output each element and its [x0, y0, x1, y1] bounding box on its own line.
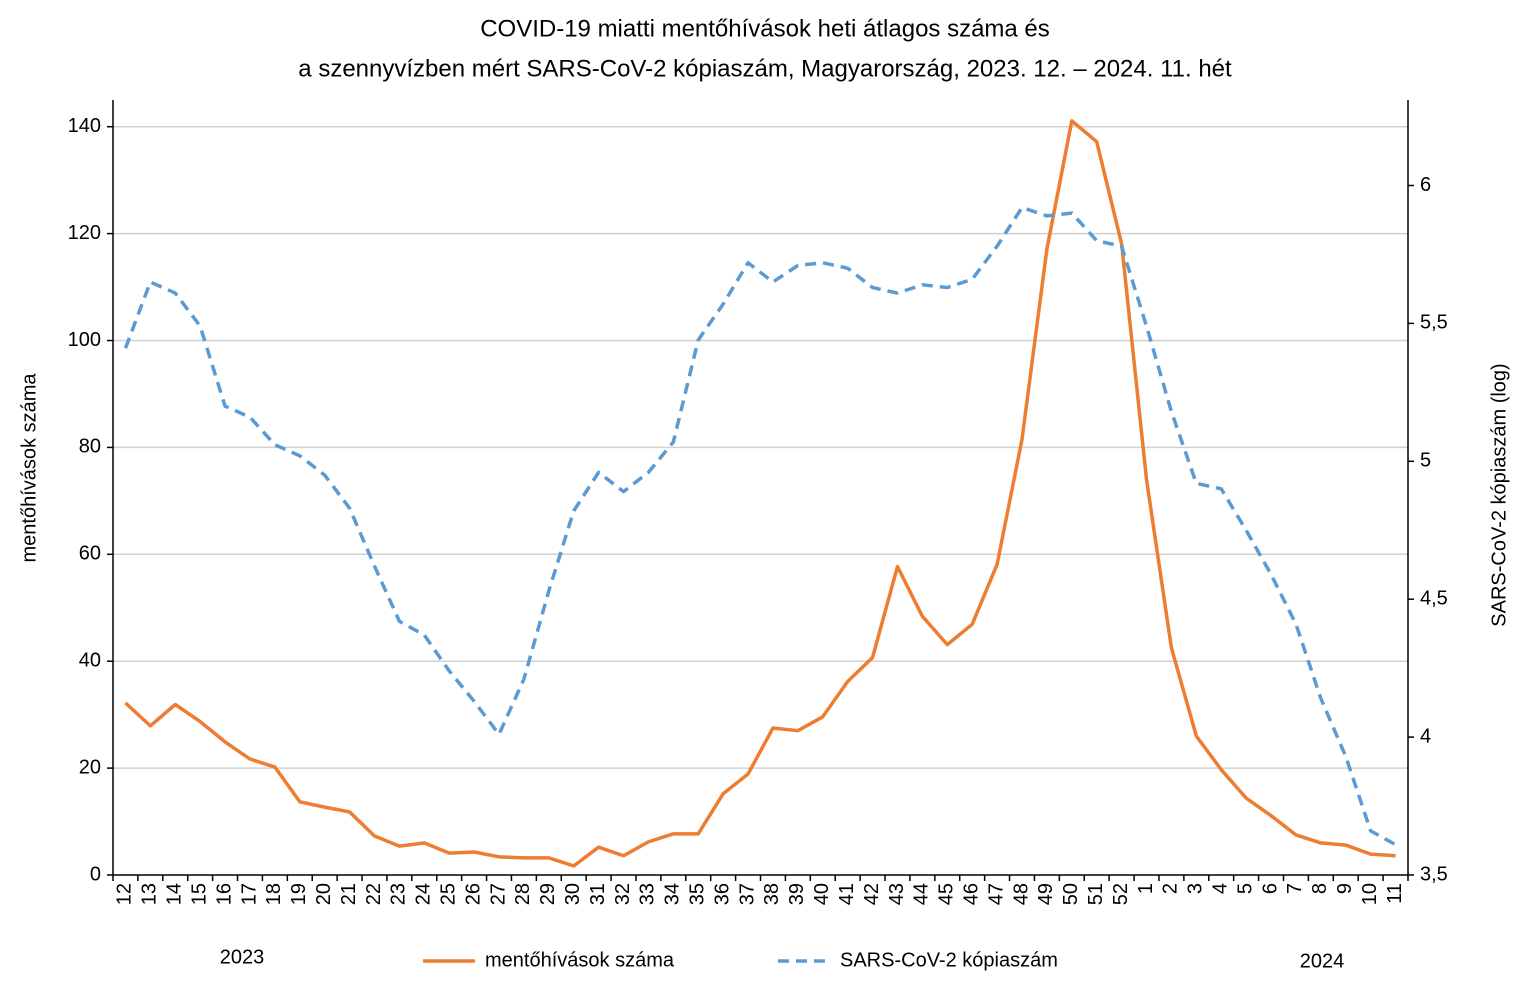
x-tick-label: 21 [338, 883, 360, 905]
x-tick-label: 43 [886, 883, 908, 905]
x-tick-label: 30 [562, 883, 584, 905]
x-tick-label: 22 [363, 883, 385, 905]
x-tick-label: 40 [811, 883, 833, 905]
x-tick-label: 33 [637, 883, 659, 905]
x-tick-label: 18 [263, 883, 285, 905]
y-tick-label: 140 [68, 115, 101, 137]
x-tick-label: 47 [985, 883, 1007, 905]
x-tick-label: 25 [437, 883, 459, 905]
year-label: 2024 [1300, 950, 1345, 972]
x-tick-label: 50 [1060, 883, 1082, 905]
x-tick-label: 32 [612, 883, 634, 905]
x-tick-label: 14 [164, 883, 186, 905]
y-tick-label: 0 [90, 863, 101, 885]
y-tick-label: 40 [79, 649, 101, 671]
y2-tick-label: 5 [1420, 450, 1431, 472]
x-tick-label: 15 [188, 883, 210, 905]
x-tick-label: 13 [139, 883, 161, 905]
x-tick-label: 10 [1359, 883, 1381, 905]
x-tick-label: 45 [936, 883, 958, 905]
x-tick-label: 31 [587, 883, 609, 905]
x-tick-label: 4 [1210, 883, 1232, 894]
x-tick-label: 23 [388, 883, 410, 905]
x-tick-label: 46 [960, 883, 982, 905]
x-tick-label: 51 [1085, 883, 1107, 905]
legend-label: SARS-CoV-2 kópiaszám [840, 949, 1058, 971]
y2-tick-label: 4 [1420, 725, 1431, 747]
x-tick-label: 5 [1234, 883, 1256, 894]
y-tick-label: 80 [79, 436, 101, 458]
x-tick-label: 11 [1384, 883, 1406, 904]
x-tick-label: 24 [413, 883, 435, 905]
y-tick-label: 20 [79, 756, 101, 778]
x-tick-label: 7 [1284, 883, 1306, 894]
legend-label: mentőhívások száma [485, 949, 675, 971]
x-tick-label: 52 [1110, 883, 1132, 905]
x-tick-label: 27 [487, 883, 509, 905]
x-tick-label: 8 [1309, 883, 1331, 894]
x-tick-label: 2 [1160, 883, 1182, 894]
x-tick-label: 42 [861, 883, 883, 905]
x-tick-label: 36 [711, 883, 733, 905]
x-tick-label: 12 [114, 883, 136, 905]
y-tick-label: 120 [68, 222, 101, 244]
x-tick-label: 19 [288, 883, 310, 905]
series-line [123, 205, 1397, 847]
y2-tick-label: 4,5 [1420, 587, 1448, 609]
y-tick-label: 60 [79, 543, 101, 565]
x-tick-label: 37 [736, 883, 758, 905]
y-tick-label: 100 [68, 329, 101, 351]
x-tick-label: 39 [786, 883, 808, 905]
y2-tick-label: 6 [1420, 174, 1431, 196]
chart-title: a szennyvízben mért SARS-CoV-2 kópiaszám… [298, 55, 1232, 82]
year-label: 2023 [220, 946, 265, 968]
x-tick-label: 17 [238, 883, 260, 905]
x-tick-label: 9 [1334, 883, 1356, 894]
x-tick-label: 44 [911, 883, 933, 905]
x-tick-label: 3 [1185, 883, 1207, 894]
x-tick-label: 26 [462, 883, 484, 905]
x-tick-label: 49 [1035, 883, 1057, 905]
x-tick-label: 35 [687, 883, 709, 905]
y-axis-title: mentőhívások száma [18, 373, 40, 563]
x-tick-label: 6 [1259, 883, 1281, 894]
x-tick-label: 1 [1135, 883, 1157, 894]
series-line [124, 119, 1396, 868]
x-tick-label: 41 [836, 883, 858, 905]
y2-tick-label: 5,5 [1420, 312, 1448, 334]
x-tick-label: 16 [213, 883, 235, 905]
x-tick-label: 29 [537, 883, 559, 905]
y2-tick-label: 3,5 [1420, 863, 1448, 885]
x-tick-label: 34 [662, 883, 684, 905]
x-tick-label: 38 [761, 883, 783, 905]
y2-axis-title: SARS-CoV-2 kópiaszám (log) [1488, 363, 1510, 626]
chart-title: COVID-19 miatti mentőhívások heti átlago… [480, 15, 1050, 42]
x-tick-label: 28 [512, 883, 534, 905]
x-tick-label: 20 [313, 883, 335, 905]
x-tick-label: 48 [1010, 883, 1032, 905]
